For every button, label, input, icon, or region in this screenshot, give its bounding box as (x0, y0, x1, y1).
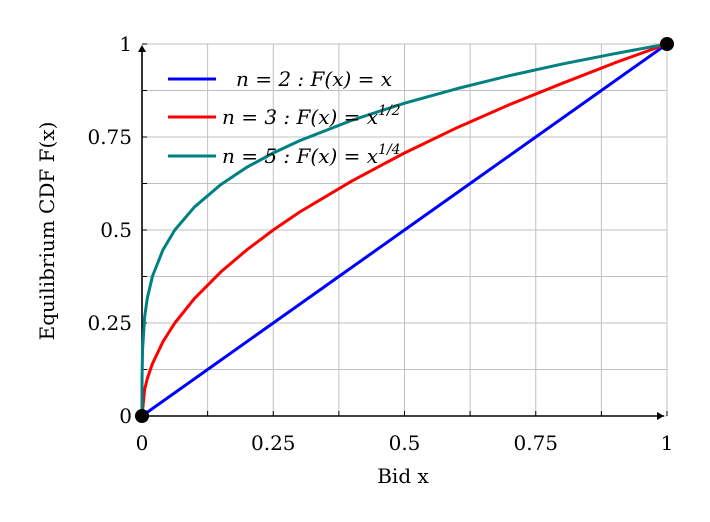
y-axis-arrow-icon (138, 45, 146, 52)
series-line-3 (140, 42, 669, 418)
x-tick-label: 0 (136, 431, 149, 455)
y-tick-label: 0.75 (87, 125, 132, 149)
markers (135, 37, 674, 423)
x-tick-label: 0.75 (513, 431, 558, 455)
y-tick-label: 0.5 (100, 218, 132, 242)
y-tick-label: 1 (119, 32, 132, 56)
x-tick-label: 1 (661, 431, 674, 455)
x-axis-label: Bid x (377, 464, 429, 488)
endpoint-marker-1 (135, 409, 149, 423)
endpoint-marker-2 (660, 37, 674, 51)
series (140, 42, 669, 418)
y-axis-label: Equilibrium CDF F(x) (35, 122, 59, 341)
legend: n = 2 : F(x) = x n = 3 : F(x) = x1/2 n = 5… (168, 67, 401, 168)
legend-label-2: n = 3 : F(x) = x1/2 (222, 103, 401, 129)
x-tick-label: 0.5 (389, 431, 421, 455)
x-axis-arrow-icon (657, 412, 664, 420)
series-line-1 (140, 42, 669, 418)
y-tick-label: 0 (119, 404, 132, 428)
y-tick-label: 0.25 (87, 311, 132, 335)
legend-label-3: n = 5 : F(x) = x1/4 (222, 142, 401, 168)
x-tick-label: 0.25 (251, 431, 296, 455)
legend-label-1: n = 2 : F(x) = x (236, 67, 392, 91)
series-line-2 (140, 42, 669, 418)
tick-labels: 0 0.25 0.5 0.75 1 0 0.25 0.5 0.75 1 (87, 32, 673, 455)
